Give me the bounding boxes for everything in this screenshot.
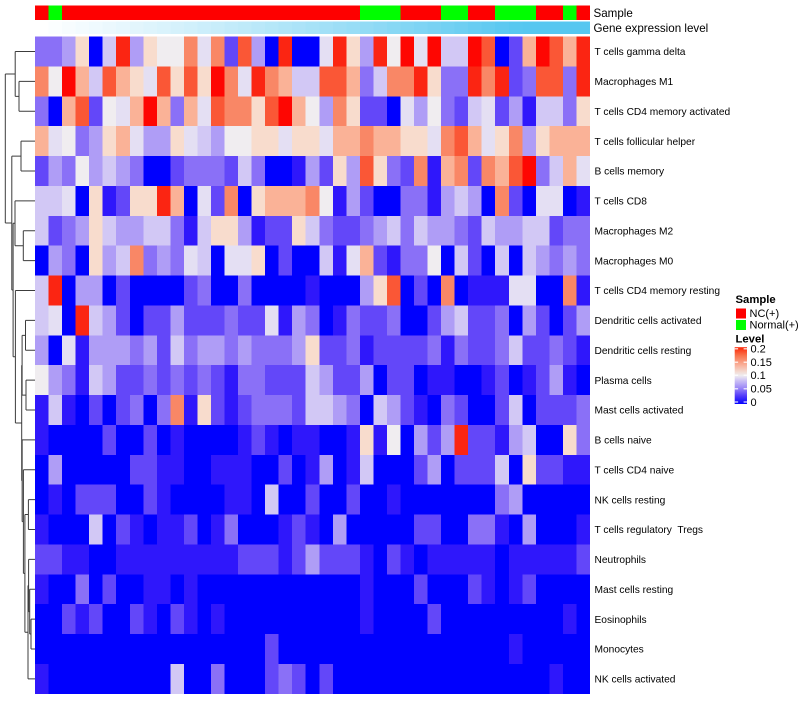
svg-text:B cells naive: B cells naive [595,436,653,447]
svg-text:Mast cells resting: Mast cells resting [595,585,674,596]
svg-text:Macrophages M2: Macrophages M2 [595,226,674,237]
svg-text:Mast cells activated: Mast cells activated [595,406,684,417]
svg-text:NK cells resting: NK cells resting [595,495,666,506]
svg-text:T cells CD4 naive: T cells CD4 naive [595,465,675,476]
svg-text:Dendritic cells activated: Dendritic cells activated [595,316,702,327]
svg-text:Monocytes: Monocytes [595,645,644,656]
svg-text:NK cells activated: NK cells activated [595,675,676,686]
svg-text:T cells follicular helper: T cells follicular helper [595,137,696,148]
svg-text:Plasma cells: Plasma cells [595,376,652,387]
svg-text:Macrophages M0: Macrophages M0 [595,256,674,267]
svg-text:T cells CD4 memory resting: T cells CD4 memory resting [595,286,721,297]
svg-text:Neutrophils: Neutrophils [595,555,647,566]
svg-text:B cells memory: B cells memory [595,167,666,178]
svg-text:0.15: 0.15 [751,357,772,369]
svg-text:T cells CD8: T cells CD8 [595,197,648,208]
svg-text:0: 0 [751,397,757,409]
svg-text:Sample: Sample [594,7,633,20]
svg-text:Gene expression level: Gene expression level [594,22,709,35]
svg-text:0.05: 0.05 [751,384,772,396]
svg-text:Sample: Sample [736,294,776,306]
svg-text:T cells gamma delta: T cells gamma delta [595,47,686,58]
svg-text:Eosinophils: Eosinophils [595,615,647,626]
svg-text:Macrophages M1: Macrophages M1 [595,77,674,88]
svg-text:Normal(+): Normal(+) [750,319,799,331]
svg-text:T cells CD4 memory activated: T cells CD4 memory activated [595,107,731,118]
svg-text:0.2: 0.2 [751,344,766,356]
svg-text:0.1: 0.1 [751,370,766,382]
svg-text:Level: Level [736,334,765,346]
svg-text:NC(+): NC(+) [750,308,780,320]
svg-text:Dendritic cells resting: Dendritic cells resting [595,346,692,357]
svg-text:T cells regulatory Tregs: T cells regulatory Tregs [595,525,704,536]
